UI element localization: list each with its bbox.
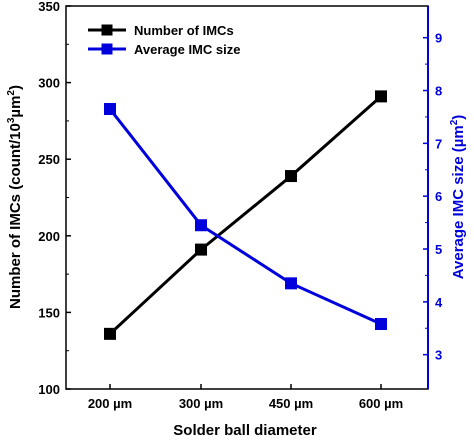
y-left-tick-label: 100 [38,382,60,397]
data-point-average-imc-size-1 [104,103,116,116]
y-left-tick-label: 350 [38,0,60,14]
data-point-average-imc-size-4 [375,318,387,331]
y-left-tick-label: 200 [38,229,60,244]
y-right-axis-title-suffix: ) [450,115,467,120]
y-right-tick-label: 9 [435,31,442,46]
y-left-axis-title-sup: 3 [6,117,17,123]
legend-label-average-imc-size: Average IMC size [134,42,240,57]
x-axis-ticks: 200 µm 300 µm 450 µm 600 µm [88,384,403,411]
y-right-tick-label: 5 [435,242,442,257]
y-right-axis-title-prefix: Average IMC size (µm [450,125,467,279]
y-left-tick-label: 250 [38,152,60,167]
left-axis-ticks: 100 150 200 250 300 350 [38,0,71,397]
data-point-number-of-imcs-2 [195,243,207,256]
legend: Number of IMCs Average IMC size [88,23,240,57]
data-point-average-imc-size-3 [285,277,297,290]
y-right-axis-title-sup: 2 [449,119,460,125]
y-left-axis-title-prefix: Number of IMCs (count/10 [7,123,24,309]
y-right-tick-label: 7 [435,136,442,151]
data-point-average-imc-size-2 [195,219,207,232]
legend-label-number-of-imcs: Number of IMCs [134,23,234,38]
x-tick-label: 200 µm [88,396,132,411]
series-line-average-imc-size [108,108,382,326]
y-right-tick-label: 4 [435,295,443,310]
series-lines [104,90,387,340]
series-line-number-of-imcs [108,95,382,335]
legend-swatch-marker-average-imc-size [101,43,113,55]
data-point-number-of-imcs-3 [285,170,297,183]
y-left-axis-title-mid: µm [7,96,24,118]
x-tick-label: 300 µm [179,396,223,411]
y-right-axis-title: Average IMC size (µm2) [449,115,467,280]
x-axis-title: Solder ball diameter [173,422,317,439]
plot-frame [65,5,429,390]
y-left-axis-title-suffix: ) [7,85,24,90]
y-left-tick-label: 150 [38,305,60,320]
x-tick-label: 600 µm [359,396,403,411]
legend-swatch-marker-number-of-imcs [101,24,113,36]
y-left-axis-title: Number of IMCs (count/103µm2) [6,85,24,309]
right-axis-ticks: 3 4 5 6 7 8 9 [423,6,443,389]
data-point-number-of-imcs-1 [104,327,116,340]
y-right-tick-label: 6 [435,189,442,204]
y-right-tick-label: 3 [435,348,442,363]
y-left-axis-title-sup2: 2 [6,90,17,96]
data-point-number-of-imcs-4 [375,90,387,103]
y-left-tick-label: 300 [38,76,60,91]
y-right-tick-label: 8 [435,84,442,99]
x-tick-label: 450 µm [269,396,313,411]
